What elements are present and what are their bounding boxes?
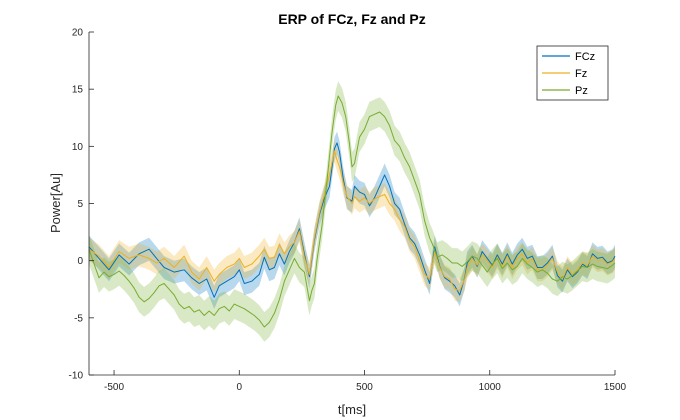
x-tick-label: 0 (237, 382, 243, 393)
chart-title: ERP of FCz, Fz and Pz (278, 11, 426, 27)
y-tick-label: 0 (77, 256, 83, 267)
x-tick-label: -500 (104, 382, 124, 393)
error-band-fcz (89, 131, 615, 309)
error-band-pz (89, 81, 615, 342)
legend-label-fcz: FCz (575, 51, 595, 63)
x-tick-label: 500 (356, 382, 373, 393)
series-lines (88, 95, 616, 328)
error-band-fz (89, 139, 615, 302)
y-tick-label: -5 (74, 313, 83, 324)
series-line-pz (88, 95, 616, 328)
y-tick-label: 5 (77, 199, 83, 210)
series-line-fz (88, 150, 616, 291)
x-ticks: -500 0 500 1000 1500 (104, 370, 627, 393)
y-tick-label: -10 (69, 371, 84, 382)
legend-label-pz: Pz (575, 85, 588, 97)
y-ticks: -10 -5 0 5 10 15 20 (69, 28, 94, 382)
x-tick-label: 1500 (604, 382, 627, 393)
y-tick-label: 10 (72, 142, 84, 153)
x-axis-label: t[ms] (338, 402, 366, 417)
y-tick-label: 20 (72, 28, 84, 39)
series-line-fcz (88, 142, 616, 298)
error-bands (89, 81, 615, 342)
y-axis-label: Power[Au] (48, 173, 63, 233)
legend: FCz Fz Pz (536, 45, 609, 101)
y-tick-label: 15 (72, 85, 84, 96)
x-tick-label: 1000 (479, 382, 502, 393)
legend-label-fz: Fz (575, 68, 587, 80)
